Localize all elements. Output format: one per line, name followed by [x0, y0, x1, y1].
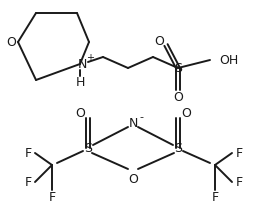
Text: F: F [235, 176, 242, 189]
Text: F: F [25, 176, 32, 189]
Text: N: N [77, 58, 87, 71]
Text: +: + [86, 53, 94, 63]
Text: F: F [25, 147, 32, 160]
Text: O: O [128, 172, 138, 185]
Text: O: O [181, 106, 191, 119]
Text: O: O [173, 91, 183, 104]
Text: F: F [211, 190, 219, 203]
Text: H: H [75, 76, 85, 88]
Text: OH: OH [219, 54, 238, 67]
Text: O: O [154, 34, 164, 47]
Text: N: N [128, 117, 138, 130]
Text: S: S [174, 142, 182, 155]
Text: F: F [235, 147, 242, 160]
Text: -: - [139, 112, 143, 122]
Text: O: O [6, 35, 16, 49]
Text: O: O [75, 106, 85, 119]
Text: S: S [84, 142, 92, 155]
Text: S: S [174, 62, 182, 75]
Text: F: F [48, 190, 56, 203]
